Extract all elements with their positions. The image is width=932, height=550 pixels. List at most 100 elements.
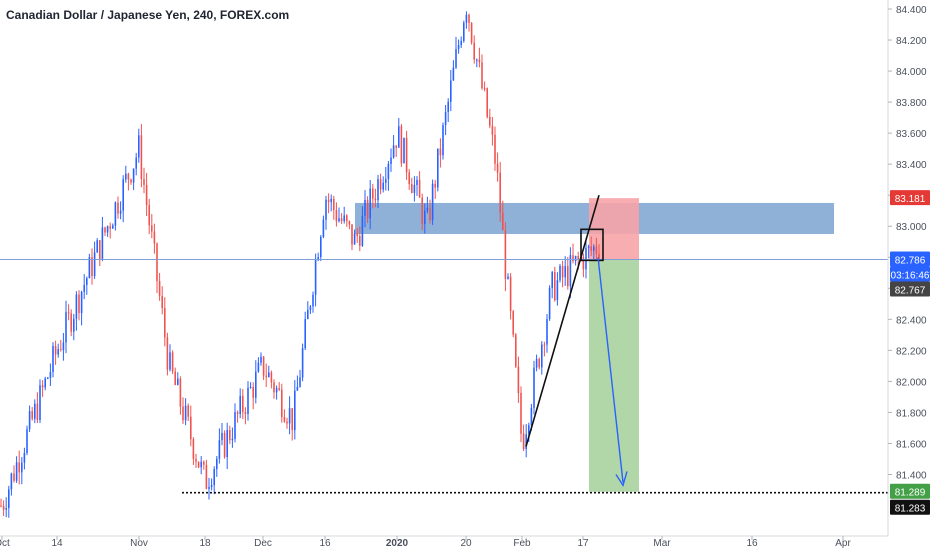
candle-body [455, 49, 457, 68]
candle-body [382, 182, 384, 190]
candle-body [385, 179, 387, 183]
price-label-text: 03:16:46 [891, 270, 930, 281]
candle-body [208, 486, 210, 489]
candle-body [343, 215, 345, 222]
candle-body [101, 227, 104, 260]
candle-body [502, 212, 504, 231]
candle-body [2, 505, 5, 510]
candle-body [543, 344, 546, 346]
price-label-tag [890, 483, 930, 499]
candle-body [338, 218, 340, 222]
candle-body [465, 14, 468, 23]
candle-body [109, 226, 111, 229]
candle-body [200, 461, 202, 468]
candle-body [288, 408, 291, 424]
candle-body [515, 334, 517, 367]
price-tick-label: 84.200 [896, 36, 927, 47]
candle-body [145, 184, 148, 206]
candle-body [283, 416, 286, 422]
time-tick-label: 2020 [386, 538, 409, 549]
candle-body [216, 458, 218, 470]
candle-body [598, 253, 600, 259]
candle-body [361, 215, 364, 246]
candle-body [125, 173, 127, 180]
candle-body [411, 183, 413, 193]
candle-body [577, 255, 579, 260]
time-tick-label: Oct [0, 538, 10, 549]
candle-body [405, 137, 408, 173]
candle-body [512, 311, 514, 335]
candle-body [23, 452, 26, 463]
candle-body [47, 378, 49, 380]
price-tick-label: 81.400 [896, 471, 927, 482]
candle-body [400, 126, 403, 164]
candle-body [75, 294, 78, 319]
candle-body [574, 255, 577, 262]
candle-body [52, 346, 54, 372]
candle-body [585, 247, 587, 270]
candle-body [463, 22, 465, 41]
candle-body [135, 157, 137, 169]
price-label-text: 83.181 [895, 194, 926, 205]
candle-body [242, 395, 244, 413]
candle-body [483, 88, 486, 90]
candle-body [273, 382, 275, 393]
candle-body [114, 202, 117, 226]
candle-body [567, 266, 569, 287]
candle-body [205, 464, 208, 489]
candle-body [486, 88, 488, 117]
candle-body [169, 352, 171, 370]
candle-body [424, 210, 426, 224]
candle-body [340, 218, 343, 222]
candle-body [187, 405, 189, 417]
price-axis[interactable]: 84.40084.20084.00083.80083.60083.40083.2… [887, 0, 930, 536]
candle-body [91, 257, 93, 277]
time-axis[interactable]: Oct14Nov18Dec16202020Feb17Mar16Apr [0, 535, 888, 549]
candle-body [353, 233, 356, 245]
candle-body [268, 372, 270, 377]
time-tick-label: Mar [653, 538, 671, 549]
price-label-tag [890, 190, 930, 206]
candle-body [590, 246, 592, 251]
candle-body [249, 387, 252, 389]
candle-body [153, 231, 156, 244]
candle-body [437, 148, 439, 188]
candle-body [429, 207, 431, 221]
price-label-tag [890, 266, 930, 282]
candle-body [39, 385, 41, 421]
price-tick-label: 84.400 [896, 5, 927, 16]
price-label-tag [890, 499, 930, 515]
time-tick-label: Dec [254, 538, 272, 549]
candle-body [520, 393, 522, 434]
candle-body [73, 318, 75, 332]
candle-body [177, 378, 179, 385]
candle-body [156, 243, 158, 282]
candle-body [265, 375, 267, 377]
candle-body [390, 157, 392, 164]
candle-body [431, 183, 434, 221]
candle-body [65, 312, 67, 343]
candle-body [509, 276, 512, 312]
price-tick-label: 83.000 [896, 222, 927, 233]
price-tick-label: 84.000 [896, 67, 927, 78]
candle-body [416, 179, 418, 185]
candle-body [262, 356, 265, 376]
price-tick-label: 82.000 [896, 377, 927, 388]
candle-body [309, 306, 312, 310]
candle-body [192, 439, 195, 459]
candle-body [322, 219, 325, 237]
candle-body [294, 390, 296, 431]
time-tick-label: Apr [835, 538, 851, 549]
candle-body [468, 14, 470, 23]
candle-body [442, 125, 444, 156]
candle-body [174, 371, 176, 385]
candle-body [270, 372, 273, 383]
candle-body [234, 412, 236, 439]
candle-body [203, 461, 205, 465]
candle-body [356, 233, 358, 237]
candle-body [226, 430, 228, 458]
candle-body [36, 403, 39, 421]
candle-body [496, 163, 499, 173]
candle-body [556, 280, 559, 301]
